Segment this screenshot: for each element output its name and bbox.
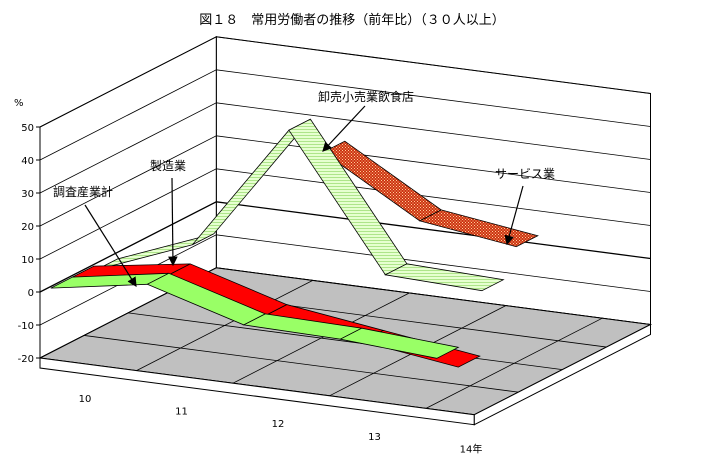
series-band-3 [384, 263, 505, 292]
y-tick-label: 10 [21, 255, 34, 266]
gridline [39, 69, 651, 161]
floor-gridline [84, 335, 519, 393]
series-label-3: 卸売小売業飲食店 [318, 89, 414, 104]
series-label-arrow [168, 177, 178, 267]
chart-title: 図１８ 常用労働者の推移（前年比）（３０人以上） [199, 12, 505, 28]
y-tick-label: -20 [18, 354, 34, 365]
floor-gridline [128, 312, 563, 370]
gridline [39, 135, 651, 227]
gridline [39, 234, 651, 326]
gridline [39, 36, 651, 128]
series-label-1: 調査産業計 [53, 184, 113, 199]
series-label-arrow [504, 185, 524, 246]
floor-gridline [216, 267, 651, 325]
y-tick-label: -10 [18, 321, 34, 332]
x-tick-label: 13 [368, 432, 381, 443]
series-label-2: 製造業 [150, 159, 186, 173]
x-tick-label: 14年 [460, 442, 483, 455]
y-tick-label: 40 [21, 156, 34, 167]
gridline [39, 102, 651, 194]
y-axis-unit: % [14, 98, 24, 109]
series-label-4: サービス業 [495, 167, 555, 181]
chart-series [50, 118, 539, 368]
floor-edge [473, 323, 651, 426]
chart-floor [38, 267, 653, 426]
gridline [39, 168, 651, 260]
x-tick-label: 10 [79, 394, 92, 405]
y-tick-label: 0 [28, 288, 34, 299]
y-tick-label: 30 [21, 189, 34, 200]
series-label-arrow [322, 105, 366, 152]
y-tick-label: 50 [21, 123, 34, 134]
y-axis-ticks: 50 40 30 20 10 0 -10 -20 [18, 123, 40, 365]
series-label-arrow [84, 204, 137, 288]
x-tick-label: 11 [175, 407, 188, 418]
y-tick-label: 20 [21, 222, 34, 233]
series-band-1 [339, 327, 460, 359]
x-axis-ticks: 10 11 12 13 14年 [79, 394, 483, 455]
x-tick-label: 12 [272, 419, 285, 430]
